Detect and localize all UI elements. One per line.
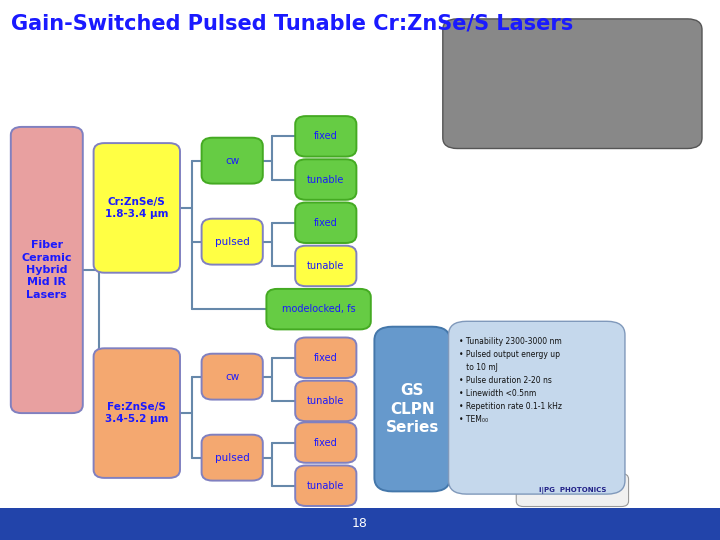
Text: Fe:ZnSe/S
3.4-5.2 μm: Fe:ZnSe/S 3.4-5.2 μm	[105, 402, 168, 424]
Text: tunable: tunable	[307, 261, 344, 271]
Text: Fiber
Ceramic
Hybrid
Mid IR
Lasers: Fiber Ceramic Hybrid Mid IR Lasers	[22, 240, 72, 300]
Text: i|PG  PHOTONICS: i|PG PHOTONICS	[539, 487, 606, 494]
FancyBboxPatch shape	[202, 219, 263, 265]
Text: cw: cw	[225, 372, 239, 382]
FancyBboxPatch shape	[443, 19, 702, 149]
Text: fixed: fixed	[314, 218, 338, 228]
FancyBboxPatch shape	[202, 138, 263, 184]
FancyBboxPatch shape	[295, 338, 356, 378]
FancyBboxPatch shape	[202, 354, 263, 400]
Text: pulsed: pulsed	[215, 453, 250, 463]
Text: tunable: tunable	[307, 481, 344, 491]
Text: 18: 18	[352, 517, 368, 530]
Text: fixed: fixed	[314, 131, 338, 141]
Text: cw: cw	[225, 156, 239, 166]
FancyBboxPatch shape	[374, 327, 450, 491]
FancyBboxPatch shape	[449, 321, 625, 494]
Text: pulsed: pulsed	[215, 237, 250, 247]
FancyBboxPatch shape	[295, 246, 356, 286]
Bar	[0, 508, 720, 540]
FancyBboxPatch shape	[295, 116, 356, 157]
FancyBboxPatch shape	[295, 422, 356, 463]
Text: tunable: tunable	[307, 174, 344, 185]
Text: Cr:ZnSe/S
1.8-3.4 μm: Cr:ZnSe/S 1.8-3.4 μm	[105, 197, 168, 219]
Text: fixed: fixed	[314, 353, 338, 363]
Text: • Tunability 2300-3000 nm
• Pulsed output energy up
   to 10 mJ
• Pulse duration: • Tunability 2300-3000 nm • Pulsed outpu…	[459, 338, 562, 423]
Text: Gain-Switched Pulsed Tunable Cr:ZnSe/S Lasers: Gain-Switched Pulsed Tunable Cr:ZnSe/S L…	[11, 14, 573, 33]
FancyBboxPatch shape	[94, 348, 180, 478]
Text: tunable: tunable	[307, 396, 344, 406]
FancyBboxPatch shape	[516, 474, 629, 507]
FancyBboxPatch shape	[94, 143, 180, 273]
Text: modelocked, fs: modelocked, fs	[282, 304, 356, 314]
FancyBboxPatch shape	[202, 435, 263, 481]
FancyBboxPatch shape	[295, 381, 356, 421]
FancyBboxPatch shape	[295, 465, 356, 506]
FancyBboxPatch shape	[295, 202, 356, 243]
FancyBboxPatch shape	[266, 289, 371, 329]
Text: fixed: fixed	[314, 437, 338, 448]
FancyBboxPatch shape	[11, 127, 83, 413]
FancyBboxPatch shape	[295, 159, 356, 200]
Text: GS
CLPN
Series: GS CLPN Series	[385, 383, 439, 435]
